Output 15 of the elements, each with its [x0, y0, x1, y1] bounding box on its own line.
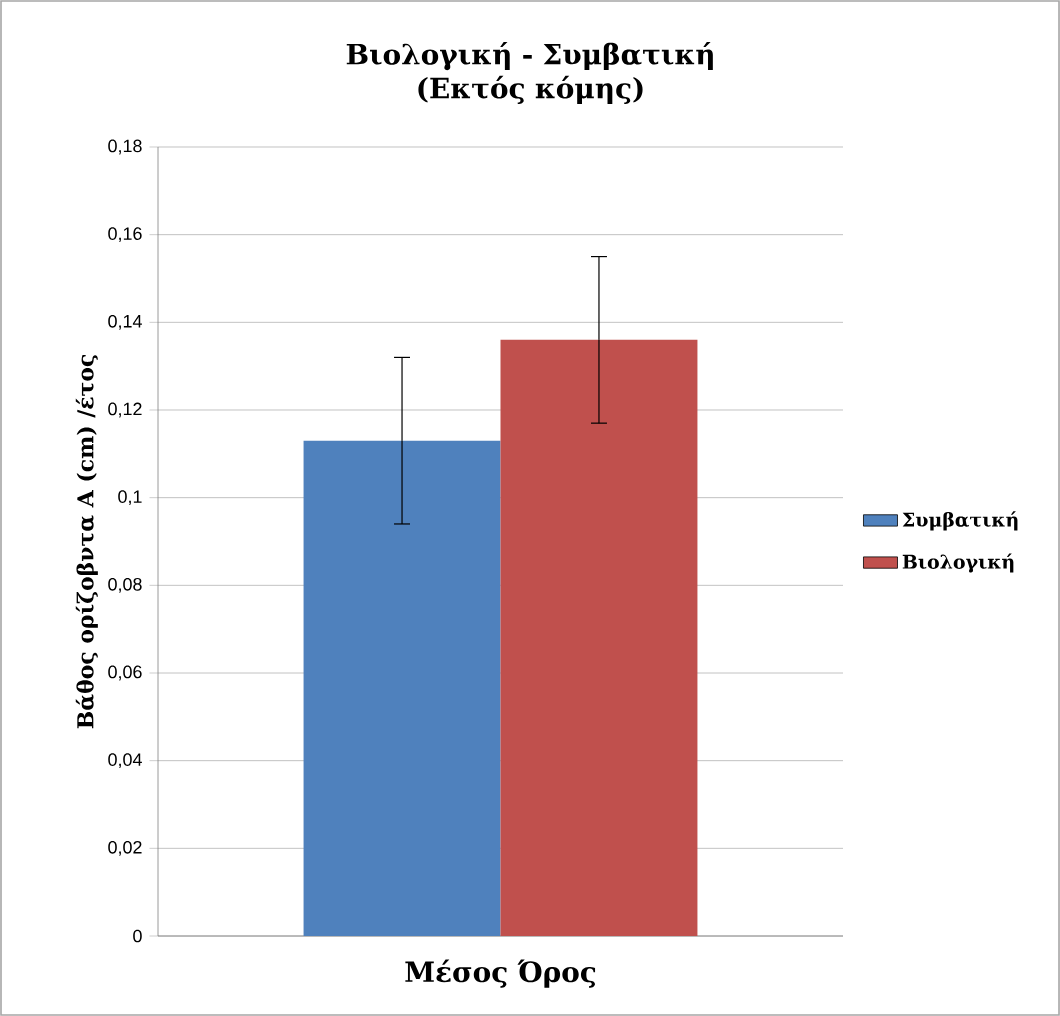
y-tick-label: 0,18	[108, 139, 142, 155]
y-axis-title: Βάθος ορίζοβντα Α (cm) /έτος	[75, 355, 98, 729]
y-tick-label: 0,04	[108, 753, 142, 769]
y-tick-label: 0,06	[108, 665, 142, 681]
y-tick-label: 0,16	[108, 227, 142, 243]
legend-label: Συμβατική	[902, 511, 1018, 531]
y-tick-label: 0,14	[108, 314, 142, 330]
chart-title: Βιολογική - Συμβατική (Εκτός κόμης)	[346, 42, 713, 104]
y-tick-label: 0	[133, 929, 142, 943]
y-tick-label: 0,08	[108, 577, 142, 593]
legend-label: Βιολογική	[902, 553, 1014, 573]
y-tick-label: 0,12	[108, 402, 142, 418]
x-tick-label: Μέσος Όρος	[405, 959, 596, 988]
y-tick-label: 0,1	[118, 490, 142, 506]
y-tick-label: 0,02	[108, 840, 142, 856]
